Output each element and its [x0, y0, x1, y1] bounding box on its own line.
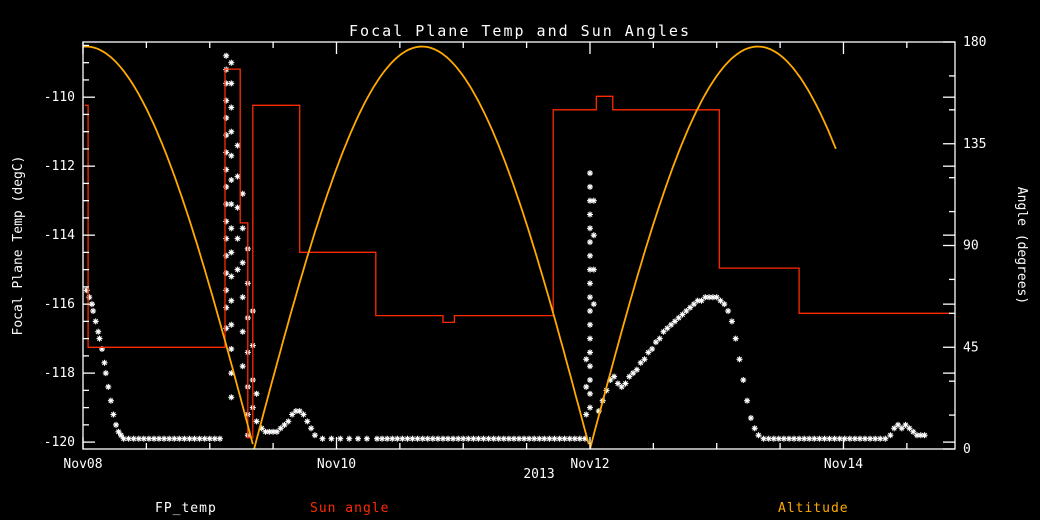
- svg-text:90: 90: [963, 239, 979, 254]
- axes: [82, 41, 956, 450]
- svg-text:2013: 2013: [523, 467, 554, 482]
- svg-text:-120: -120: [44, 435, 75, 450]
- sun-angle-series: [84, 68, 953, 439]
- svg-text:135: 135: [963, 137, 986, 152]
- svg-text:45: 45: [963, 340, 979, 355]
- svg-text:Nov08: Nov08: [63, 457, 102, 472]
- fp-temp-series: [83, 52, 929, 443]
- svg-text:180: 180: [963, 35, 986, 50]
- svg-text:-110: -110: [44, 90, 75, 105]
- svg-text:-114: -114: [44, 228, 75, 243]
- svg-text:-118: -118: [44, 366, 75, 381]
- svg-text:Nov14: Nov14: [824, 457, 863, 472]
- legend-fp-temp: FP_temp: [155, 501, 217, 516]
- axis-text: -120 -118 -116 -114 -112 -110 0 45 90 135 180 Nov08…: [11, 35, 1029, 482]
- altitude-series: [82, 45, 837, 450]
- legend-altitude: Altitude: [778, 501, 849, 516]
- series-layer: [82, 45, 953, 450]
- legend-sun-angle: Sun angle: [310, 501, 390, 516]
- svg-text:Nov10: Nov10: [317, 457, 356, 472]
- svg-text:Focal Plane Temp (degC): Focal Plane Temp (degC): [11, 155, 26, 335]
- svg-text:Angle (degrees): Angle (degrees): [1014, 187, 1029, 304]
- svg-text:Nov12: Nov12: [570, 457, 609, 472]
- chart-title: Focal Plane Temp and Sun Angles: [349, 22, 691, 40]
- svg-text:0: 0: [963, 442, 971, 457]
- svg-text:-116: -116: [44, 297, 75, 312]
- svg-text:-112: -112: [44, 159, 75, 174]
